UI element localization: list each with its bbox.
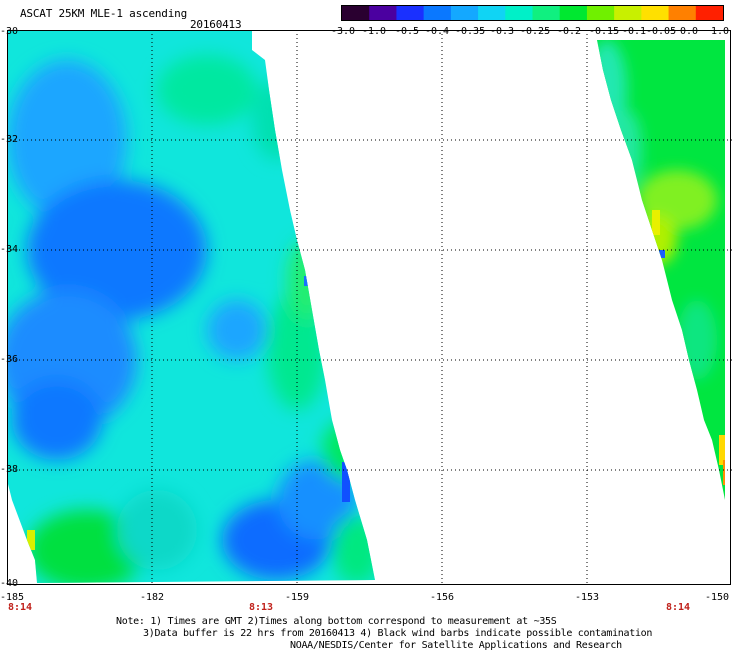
colorbar-label: -1.0 (362, 26, 387, 37)
lon-label: -150 (705, 592, 730, 603)
time-label: 8:13 (249, 602, 274, 613)
colorbar-segment (614, 6, 642, 20)
colorbar-segment (478, 6, 506, 20)
lon-label: -156 (430, 592, 455, 603)
lon-label: -185 (0, 592, 25, 603)
colorbar-segment (342, 6, 370, 20)
colorbar-label: -0.3 (490, 26, 515, 37)
colorbar-segment (559, 6, 588, 20)
lon-label: -182 (140, 592, 165, 603)
lat-label: -40 (0, 578, 19, 589)
time-label: 8:14 (666, 602, 691, 613)
lat-label: -30 (0, 26, 19, 37)
colorbar-segment (641, 6, 670, 20)
colorbar-label: -0.25 (520, 26, 551, 37)
colorbar-segment (586, 6, 615, 20)
swath-right (597, 40, 725, 500)
colorbar-label: -0.1 (622, 26, 647, 37)
colorbar-segment (695, 6, 723, 20)
colorbar-label: -0.2 (557, 26, 582, 37)
colorbar-segment (532, 6, 561, 20)
map-frame (7, 30, 731, 585)
colorbar-label: -0.05 (646, 26, 677, 37)
colorbar-label: -3.0 (331, 26, 356, 37)
lon-label: -153 (575, 592, 600, 603)
colorbar-segment (369, 6, 397, 20)
graticule (7, 30, 732, 585)
lon-label: -159 (285, 592, 310, 603)
lat-label: -32 (0, 134, 19, 145)
lat-label: -34 (0, 244, 19, 255)
colorbar-label: -0.4 (425, 26, 450, 37)
colorbar-segment (396, 6, 425, 20)
date-label: 20160413 (190, 18, 242, 31)
colorbar-label: 0.0 (680, 26, 699, 37)
wind-map (7, 30, 732, 585)
swath-left (7, 30, 375, 583)
colorbar-segment (423, 6, 452, 20)
colorbar-label: -0.5 (395, 26, 420, 37)
lat-label: -38 (0, 464, 19, 475)
note-line-2: 3)Data buffer is 22 hrs from 20160413 4)… (143, 628, 653, 639)
note-line-3: NOAA/NESDIS/Center for Satellite Applica… (290, 640, 622, 651)
lat-label: -36 (0, 354, 19, 365)
colorbar-segment (450, 6, 479, 20)
time-label: 8:14 (8, 602, 33, 613)
colorbar-label: -0.15 (589, 26, 620, 37)
title: ASCAT 25KM MLE-1 ascending (20, 7, 187, 20)
colorbar-label: -0.35 (455, 26, 486, 37)
colorbar (341, 5, 724, 21)
colorbar-label: 1.0 (711, 26, 730, 37)
colorbar-segment (668, 6, 697, 20)
colorbar-segment (505, 6, 533, 20)
note-line-1: Note: 1) Times are GMT 2)Times along bot… (116, 616, 557, 627)
